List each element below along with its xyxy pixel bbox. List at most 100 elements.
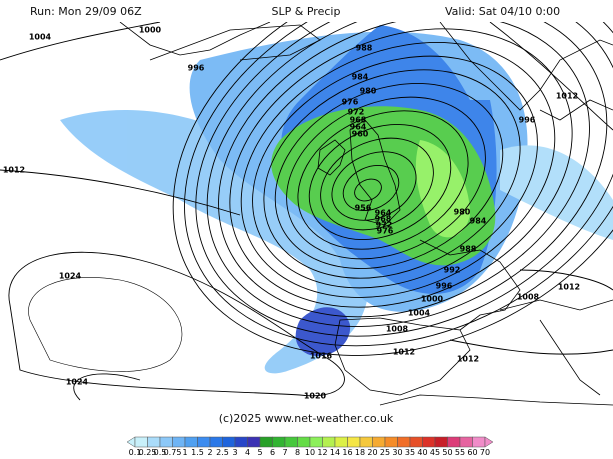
isobar-label: 1016 bbox=[310, 352, 333, 361]
isobar-label: 1024 bbox=[66, 378, 89, 387]
colorbar-label: 0.5 bbox=[154, 448, 167, 457]
isobar-label: 972 bbox=[376, 221, 393, 230]
colorbar-box bbox=[422, 436, 436, 448]
isobar-label: 1000 bbox=[139, 26, 162, 35]
colorbar-box bbox=[409, 436, 423, 448]
isobar-label: 1012 bbox=[393, 348, 415, 357]
isobar bbox=[297, 110, 469, 250]
colorbar-box bbox=[197, 436, 211, 448]
colorbar-label: 5 bbox=[257, 448, 262, 457]
isobar-label: 964 bbox=[375, 209, 392, 218]
isobar-label: 972 bbox=[348, 108, 365, 117]
colorbar-box bbox=[134, 436, 148, 448]
colorbar-label: 7 bbox=[282, 448, 287, 457]
isobar-label: 968 bbox=[350, 116, 367, 125]
colorbar-box bbox=[184, 436, 198, 448]
colorbar-box bbox=[459, 436, 473, 448]
colorbar-label: 60 bbox=[467, 448, 477, 457]
isobar-label: 1004 bbox=[408, 309, 431, 318]
isobar bbox=[354, 178, 382, 202]
colorbar-box bbox=[309, 436, 323, 448]
valid-label: Valid: Sat 04/10 0:00 bbox=[445, 5, 560, 18]
colorbar-box bbox=[297, 436, 311, 448]
colorbar-label: 1 bbox=[182, 448, 187, 457]
run-label: Run: Mon 29/09 06Z bbox=[30, 5, 142, 18]
colorbar-end bbox=[484, 436, 494, 448]
isobar-label: 1000 bbox=[421, 295, 444, 304]
isobar bbox=[184, 22, 613, 347]
colorbar-box bbox=[359, 436, 373, 448]
isobar-label: 996 bbox=[519, 116, 536, 125]
isobar bbox=[195, 22, 613, 337]
colorbar-label: 40 bbox=[417, 448, 427, 457]
isobar-label: 996 bbox=[436, 282, 453, 291]
colorbar-label: 0.1 bbox=[129, 448, 142, 457]
isobar-label: 980 bbox=[454, 208, 471, 217]
isobar bbox=[206, 22, 608, 327]
map-area: 1004100099698898498097697296896496095696… bbox=[0, 22, 613, 406]
colorbar-box bbox=[272, 436, 286, 448]
colorbar-label: 8 bbox=[295, 448, 300, 457]
colorbar-label: 3 bbox=[232, 448, 237, 457]
colorbar-box bbox=[222, 436, 236, 448]
isobar bbox=[308, 124, 452, 240]
colorbar-box bbox=[147, 436, 161, 448]
isobar-label: 988 bbox=[460, 245, 477, 254]
colorbar-label: 12 bbox=[317, 448, 327, 457]
colorbar-label: 20 bbox=[367, 448, 377, 457]
colorbar-label: 55 bbox=[455, 448, 465, 457]
colorbar-label: 25 bbox=[380, 448, 390, 457]
isobar-label: 1012 bbox=[3, 166, 25, 175]
precip bbox=[60, 25, 613, 374]
isobar-label: 1008 bbox=[517, 293, 540, 302]
colorbar-label: 0.75 bbox=[164, 448, 182, 457]
isobar-label: 992 bbox=[444, 266, 461, 275]
isobar-label: 956 bbox=[355, 204, 372, 213]
isobar-label: 1008 bbox=[386, 325, 409, 334]
isobar-label: 1020 bbox=[304, 392, 327, 401]
colorbar-box bbox=[322, 436, 336, 448]
header-band bbox=[0, 0, 613, 22]
isobar bbox=[240, 42, 556, 298]
colorbar-label: 4 bbox=[245, 448, 250, 457]
isobar-label: 976 bbox=[377, 227, 394, 236]
isobars bbox=[172, 22, 613, 356]
isobar-label: 1012 bbox=[457, 355, 479, 364]
precip-colorbar: 0.10.250.50.75 1 1.5 2 2.5 3 4 5 6 7 8 10 12 14 16 18 20… bbox=[126, 436, 494, 457]
isobar-label: 968 bbox=[375, 215, 392, 224]
isobar bbox=[320, 137, 434, 231]
colorbar-label: 50 bbox=[442, 448, 452, 457]
isobar bbox=[331, 151, 417, 221]
colorbar-box bbox=[284, 436, 298, 448]
colorbar-label: 6 bbox=[270, 448, 275, 457]
colorbar-box bbox=[334, 436, 348, 448]
isobar-label: 1004 bbox=[29, 33, 52, 42]
isobar bbox=[274, 83, 504, 269]
colorbar-label: 0.25 bbox=[139, 448, 157, 457]
colorbar-label: 10 bbox=[305, 448, 315, 457]
map-title: SLP & Precip bbox=[272, 5, 341, 18]
coastlines bbox=[28, 22, 613, 406]
isobar-labels: 1004100099698898498097697296896496095696… bbox=[3, 26, 580, 401]
isobar bbox=[172, 22, 613, 356]
colorbar-label: 45 bbox=[430, 448, 440, 457]
colorbar-box bbox=[384, 436, 398, 448]
isobar-label: 1012 bbox=[558, 283, 580, 292]
colorbar-box bbox=[159, 436, 173, 448]
isobar-label: 980 bbox=[360, 87, 377, 96]
colorbar-box bbox=[397, 436, 411, 448]
copyright: (c)2025 www.net-weather.co.uk bbox=[219, 412, 394, 425]
colorbar-label: 14 bbox=[330, 448, 340, 457]
isobar bbox=[263, 69, 521, 279]
colorbar-label: 1.5 bbox=[191, 448, 204, 457]
isobar-label: 960 bbox=[352, 130, 369, 139]
isobar bbox=[252, 55, 538, 289]
colorbar-label: 18 bbox=[355, 448, 365, 457]
colorbar-box bbox=[259, 436, 273, 448]
isobar-label: 1012 bbox=[556, 92, 578, 101]
isobar-label: 984 bbox=[352, 73, 369, 82]
colorbar-box bbox=[472, 436, 486, 448]
colorbar-label: 2 bbox=[207, 448, 212, 457]
isobar bbox=[286, 96, 486, 260]
